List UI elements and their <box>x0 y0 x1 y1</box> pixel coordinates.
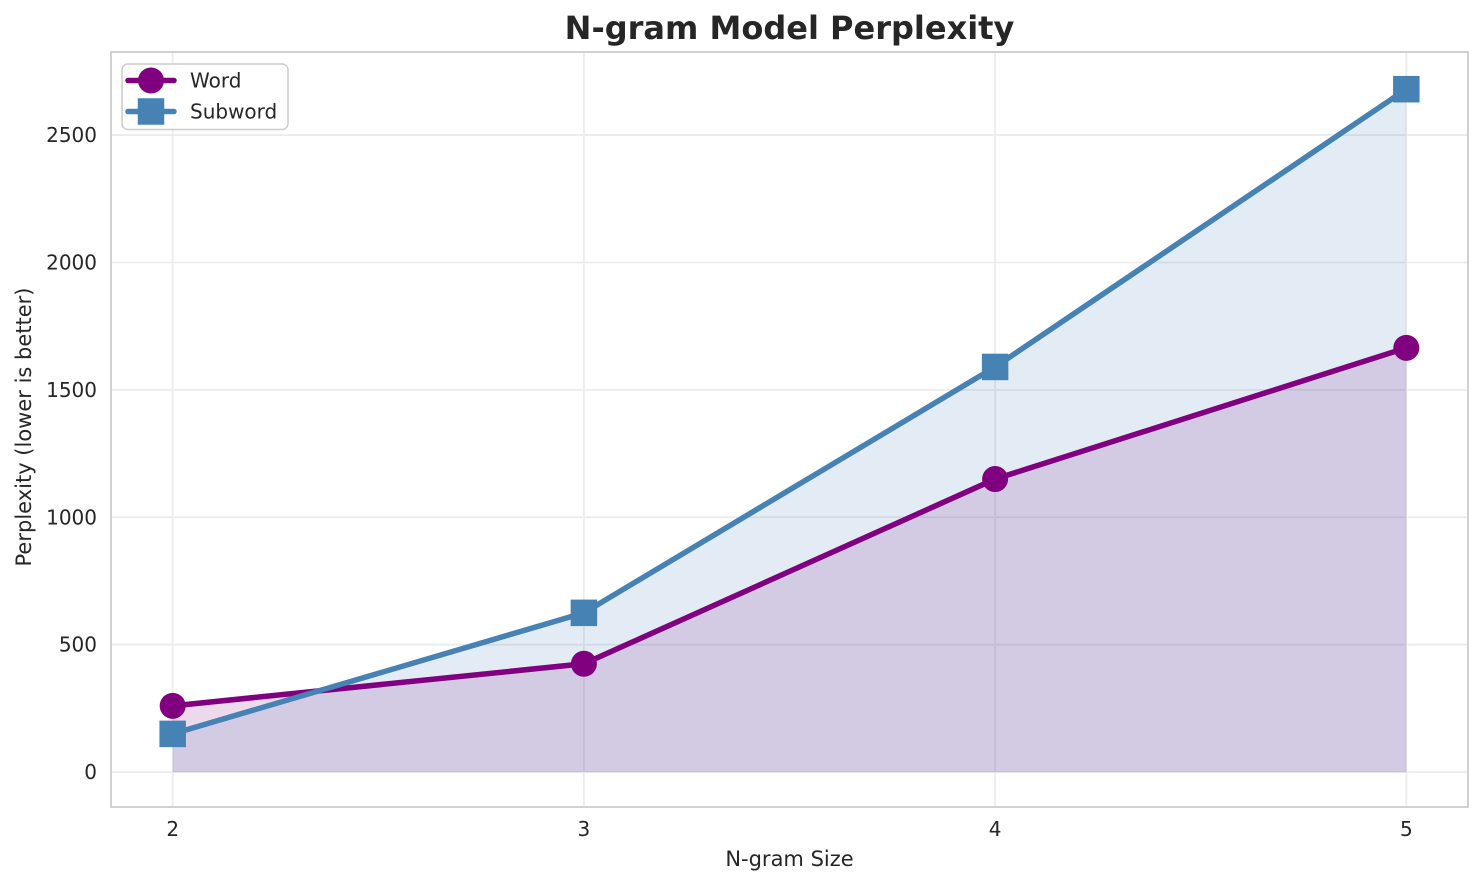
y-tick-label: 0 <box>84 760 97 784</box>
y-tick-label: 500 <box>59 633 97 657</box>
x-tick-label: 4 <box>989 817 1002 841</box>
legend: Word Subword <box>121 63 289 131</box>
legend-label-word: Word <box>190 69 241 93</box>
subword-data-point <box>570 599 598 627</box>
word-data-point <box>982 466 1009 493</box>
plot-area <box>111 52 1468 807</box>
subword-area-fill <box>172 89 1407 773</box>
word-line <box>169 345 1410 709</box>
plot-border <box>110 51 1469 808</box>
subword-data-point <box>1393 75 1420 103</box>
area-fills <box>172 89 1407 773</box>
subword-data-point <box>159 720 186 748</box>
x-tick-labels: 2 3 4 5 <box>166 817 1412 841</box>
subword-square-icon <box>137 98 165 125</box>
y-tick-label: 2500 <box>46 123 97 147</box>
gridlines <box>111 52 1468 807</box>
x-tick-label: 2 <box>166 817 179 841</box>
legend-label-subword: Subword <box>190 100 277 124</box>
word-data-point <box>1393 334 1420 361</box>
y-axis-label: Perplexity (lower is better) <box>12 288 36 567</box>
legend-item-subword: Subword <box>125 98 277 125</box>
word-area-fill <box>172 347 1407 773</box>
word-circle-icon <box>138 67 164 94</box>
x-tick-label: 3 <box>578 817 591 841</box>
y-tick-label: 1500 <box>46 378 97 402</box>
subword-line <box>169 86 1410 737</box>
x-axis-label: N-gram Size <box>725 847 853 871</box>
chart-title: N-gram Model Perplexity <box>565 9 1015 47</box>
series-markers <box>159 75 1420 748</box>
legend-item-word: Word <box>125 67 241 94</box>
word-data-point <box>159 692 186 719</box>
series-lines <box>169 86 1410 737</box>
y-tick-label: 1000 <box>46 505 97 529</box>
subword-data-point <box>981 353 1009 381</box>
y-tick-labels: 0 500 1000 1500 2000 2500 <box>46 123 97 784</box>
word-data-point <box>570 650 597 677</box>
y-tick-label: 2000 <box>46 250 97 274</box>
x-tick-label: 5 <box>1400 817 1413 841</box>
